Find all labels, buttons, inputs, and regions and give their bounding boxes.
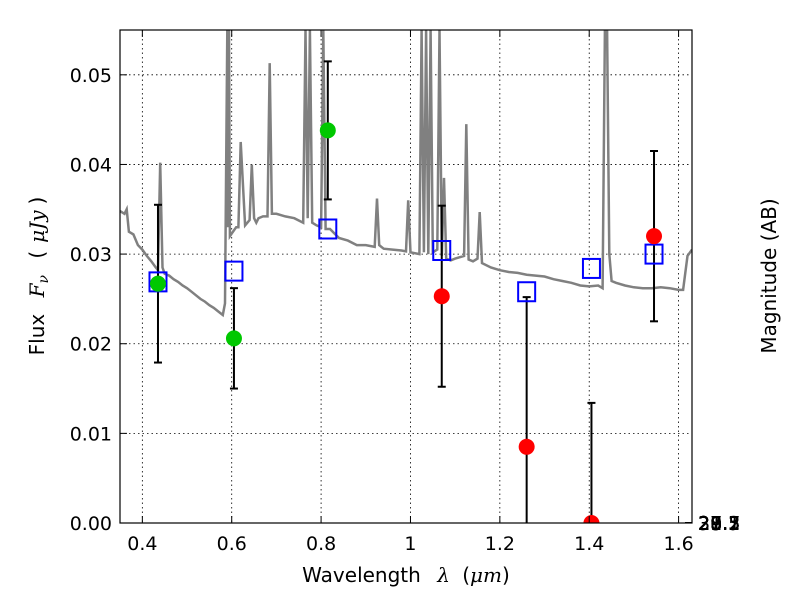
x-tick-label: 1.2 [485,533,515,555]
y2-tick-label: 28 [698,513,722,535]
y2-tick-label: 29 [698,513,722,535]
x-tick-label: 0.6 [217,533,247,555]
x-axis-unit: μm [470,563,502,587]
upper_bands-point [583,515,600,523]
upper_bands-point [433,288,450,305]
x-tick-label: 1.6 [663,533,693,555]
x-axis-ticks: 0.4 0.6 0.8 1 1.2 1.4 1.6 [127,30,694,555]
y-axis-label-subscript: ν [36,275,52,284]
y-tick-label: 0.04 [70,154,112,176]
x-tick-label: 1.4 [574,533,604,555]
detections-point [225,330,242,347]
x-tick-label: 0.8 [306,533,336,555]
x-axis-unit-open: ( [462,563,470,587]
plot-frame [119,29,693,524]
detections-point [319,122,336,139]
y2-tick-label: 27.7 [698,513,740,535]
x-tick-label: 0.4 [127,533,157,555]
y-tick-label: 0.05 [70,65,112,87]
y2-tick-label: 27.5 [698,513,740,535]
y-tick-label: 0.01 [70,423,112,445]
y2-tick-label: 29.5 [698,513,740,535]
model-photometry-square [517,281,537,303]
y-axis-label-text: Flux [25,314,49,356]
model-photometry-square [318,218,338,240]
model-photometry-square [644,243,664,265]
y-axis-label-symbol: F [25,282,49,298]
x-axis-label: Wavelength λ (μm) [302,563,510,587]
x-tick-label: 1 [404,533,416,555]
model-photometry-square [432,240,452,262]
y-tick-label: 0.03 [70,244,112,266]
y-axis-unit-close: ) [25,197,49,205]
y2-tick-label: 27.3 [698,513,740,535]
x-axis-label-symbol: λ [436,563,450,587]
upper_bands-point [646,228,663,245]
y2-tick-label: 28.2 [698,513,740,535]
y-axis-unit-open: ( [25,251,49,259]
y-axis-unit: μJy [25,210,49,243]
x-axis-unit-close: ) [502,563,510,587]
y-axis-label: Flux Fν ( μJy) [25,197,53,356]
detections-point [149,275,166,292]
y2-tick-label: 27.1 [698,513,740,535]
y2-axis-label: Magnitude (AB) [757,198,781,353]
plot-area [120,30,692,523]
y2-tick-label: 30 [698,513,722,535]
model-photometry-square [224,260,244,282]
y2-tick-label: 31 [698,513,722,535]
measured-points [149,122,663,523]
model-spectrum-line [120,30,692,318]
y2-tick-label: 28.5 [698,513,740,535]
y-tick-label: 0.02 [70,334,112,356]
upper_bands-point [518,438,535,455]
model-photometry-square [581,257,601,279]
y-axis-ticks: 0.00 0.01 0.02 0.03 0.04 0.05 [70,65,127,535]
x-axis-label-text: Wavelength [302,563,421,587]
y-tick-label: 0.00 [70,513,112,535]
